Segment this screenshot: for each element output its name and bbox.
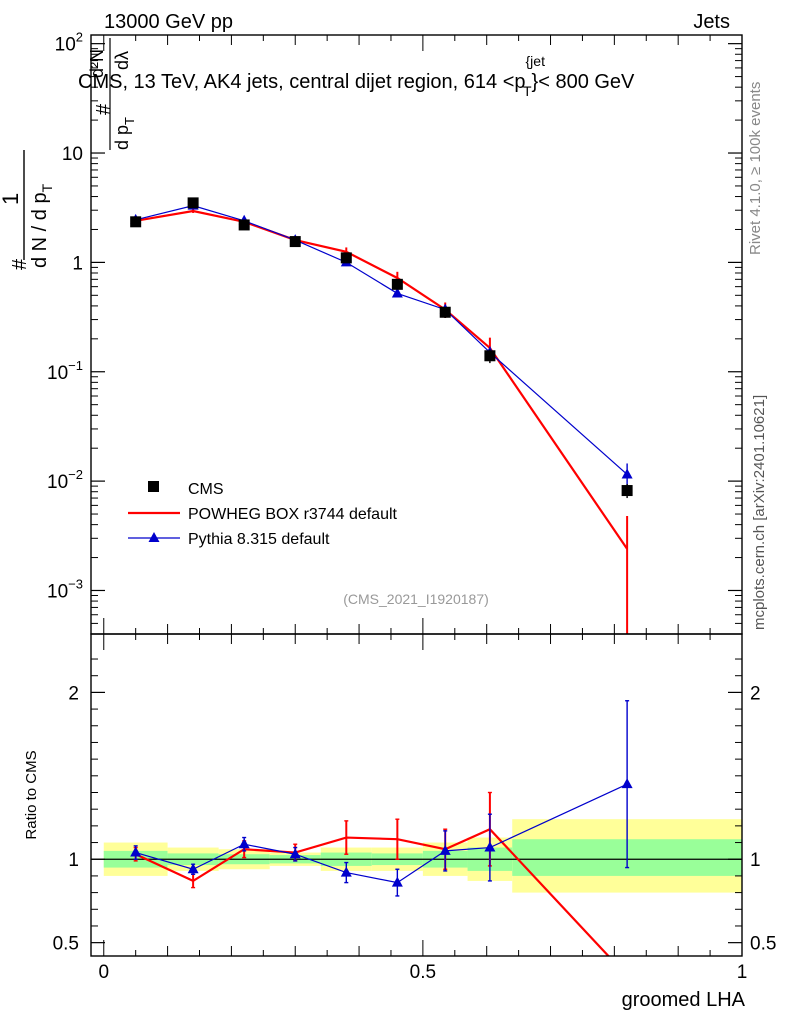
ratio-xtick-label-1: 0.5	[410, 962, 436, 983]
y-axis-label-top: # 1 d N / d pT # d²N d pT dλ	[0, 38, 137, 270]
svg-text:dλ: dλ	[112, 51, 132, 70]
main-line-powheg	[135, 209, 629, 550]
y-axis-label-ratio: Ratio to CMS	[23, 750, 40, 839]
main-ytick-label-4: 10	[62, 144, 83, 165]
main-point-cms-5	[391, 278, 403, 290]
ratio-ytick-label-right-0: 0.5	[750, 934, 776, 955]
main-point-cms-2	[238, 219, 250, 231]
ratio-point-pythia-8	[621, 778, 633, 789]
main-ytick-label-3: 1	[72, 253, 83, 274]
ratio-xtick-label-2: 1	[737, 962, 748, 983]
main-ytick-label-1: 10−2	[47, 467, 83, 493]
legend-cms-marker	[148, 481, 159, 492]
analysis-watermark: (CMS_2021_I1920187)	[343, 591, 489, 607]
ratio-point-pythia-3	[289, 848, 301, 859]
main-point-cms-8	[621, 485, 633, 497]
main-point-cms-1	[187, 197, 199, 209]
ratio-ytick-label-left-2: 2	[68, 683, 79, 704]
main-point-cms-0	[130, 216, 142, 228]
main-point-cms-6	[439, 306, 451, 318]
ratio-point-pythia-4	[340, 866, 352, 877]
main-point-cms-4	[340, 252, 352, 264]
svg-text:1: 1	[0, 193, 23, 205]
main-ytick-label-2: 10−1	[47, 358, 83, 384]
ratio-point-pythia-7	[484, 841, 496, 852]
rivet-label: Rivet 4.1.0, ≥ 100k events	[747, 82, 764, 255]
main-point-pythia-5	[391, 287, 403, 298]
main-title: CMS, 13 TeV, AK4 jets, central dijet reg…	[78, 53, 635, 99]
site-label: mcplots.cern.ch [arXiv:2401.10621]	[751, 395, 768, 630]
legend: CMS POWHEG BOX r3744 default Pythia 8.31…	[128, 481, 398, 548]
header-category: Jets	[693, 11, 730, 33]
ratio-point-pythia-0	[130, 846, 142, 857]
ratio-point-pythia-5	[391, 876, 403, 887]
main-point-pythia-8	[621, 468, 633, 479]
ratio-xtick-label-0: 0	[98, 962, 109, 983]
ratio-ytick-label-right-2: 2	[750, 683, 761, 704]
ratio-ytick-label-left-1: 1	[68, 850, 79, 871]
svg-text:d pT: d pT	[112, 117, 137, 150]
x-axis-label: groomed LHA	[622, 989, 746, 1011]
main-ytick-label-0: 10−3	[47, 576, 83, 602]
ratio-uncertainty-bands	[91, 819, 742, 893]
svg-text:d N / d pT: d N / d pT	[29, 183, 55, 268]
ratio-ytick-label-left-0: 0.5	[53, 934, 79, 955]
ratio-frame	[90, 633, 743, 957]
ratio-series-clipped	[130, 700, 633, 956]
ratio-point-pythia-2	[238, 838, 250, 849]
main-panel-series	[130, 197, 633, 634]
main-ytick-label-5: 102	[55, 30, 83, 56]
main-line-pythia	[135, 205, 628, 475]
legend-cms-label: CMS	[188, 481, 224, 498]
legend-pythia-marker	[148, 532, 160, 542]
legend-pythia-label: Pythia 8.315 default	[188, 531, 330, 548]
ratio-ytick-label-right-1: 1	[750, 850, 761, 871]
legend-powheg-label: POWHEG BOX r3744 default	[188, 506, 398, 523]
main-point-cms-3	[289, 236, 301, 248]
ratio-point-pythia-6	[439, 844, 451, 855]
ratio-point-pythia-1	[187, 863, 199, 874]
svg-text:#: #	[93, 103, 115, 115]
main-point-cms-7	[484, 350, 496, 362]
svg-text:#: #	[9, 258, 31, 270]
ratio-panel-series	[130, 700, 633, 956]
header-collision: 13000 GeV pp	[104, 11, 233, 33]
svg-text:d²N: d²N	[87, 49, 107, 78]
